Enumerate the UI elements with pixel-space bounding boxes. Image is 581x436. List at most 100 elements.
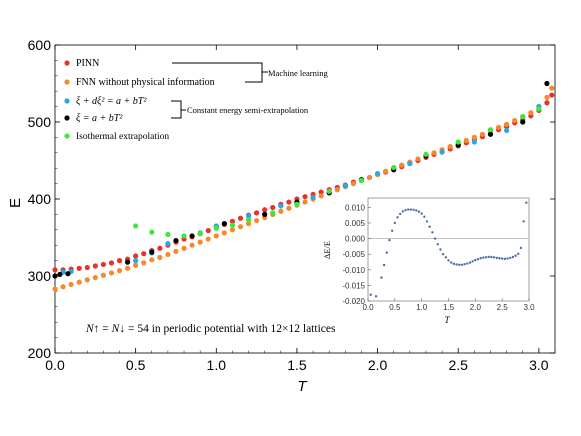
group-label-machine-learning: Machine learning (268, 68, 328, 78)
inset-x-tick-label-1: 0.5 (389, 303, 401, 312)
inset-ticks (367, 207, 530, 302)
data-point (149, 257, 155, 263)
data-point (165, 241, 171, 247)
data-point (76, 265, 82, 271)
data-point (141, 260, 147, 266)
inset-x-tick-label-3: 1.5 (443, 303, 455, 312)
inset-frame (367, 197, 530, 302)
data-point (84, 277, 90, 283)
data-point (116, 268, 123, 274)
data-point (197, 231, 203, 237)
inset-data-point (511, 255, 515, 259)
inset-data-point (476, 257, 480, 261)
inset-data-point (382, 263, 386, 267)
data-point (423, 151, 429, 157)
x-tick-label-2: 1.0 (207, 357, 227, 373)
data-point (407, 160, 413, 167)
inset-y-axis-title: ΔE/E (322, 241, 332, 259)
data-point (278, 203, 284, 209)
inset-data-point (412, 208, 415, 212)
data-point (205, 236, 211, 242)
inset-data-point (396, 216, 399, 219)
inset-y-tick-label-3: -0.005 (342, 250, 365, 259)
data-point (479, 131, 486, 137)
data-point (431, 150, 437, 156)
inset-x-tick-label-2: 1.0 (416, 303, 428, 312)
inset-x-tick-label-4: 2.0 (470, 303, 482, 312)
inset-y-tick-label-2: -0.010 (342, 266, 365, 275)
inset-data-point (503, 257, 507, 261)
inset-data-point (500, 257, 504, 260)
inset-data-point (431, 231, 434, 234)
data-point (65, 271, 71, 277)
bracket-machine-learning (172, 62, 268, 83)
inset-data-point (458, 263, 461, 266)
inset-tick-labels: 0.0 0.5 1.0 1.5 2.0 2.5 3.0 -0.020 -0.015 -0.010 -… (342, 203, 535, 312)
inset-data-point (517, 252, 520, 256)
data-point (181, 233, 187, 239)
main-ticks (54, 44, 556, 354)
data-point (68, 281, 74, 288)
data-point (544, 100, 550, 106)
inset-data-point (514, 254, 517, 257)
data-point (374, 170, 381, 177)
inset-data-point (417, 210, 421, 213)
y-tick-label-3: 500 (28, 114, 52, 130)
data-point (52, 267, 58, 273)
main-points (52, 80, 555, 292)
data-point (245, 217, 252, 223)
data-point (92, 274, 98, 281)
inset-data-point (374, 295, 378, 298)
data-point (141, 251, 147, 257)
data-point (237, 215, 244, 221)
data-point (302, 199, 308, 205)
bracket-constant-energy (171, 100, 186, 119)
data-point (487, 131, 494, 137)
data-point (262, 207, 268, 213)
inset-data-point (474, 258, 477, 262)
data-point (52, 273, 58, 279)
y-tick-label-4: 600 (28, 37, 52, 53)
inset-data-point (492, 256, 496, 259)
data-point (326, 188, 332, 194)
inset-data-point (436, 242, 439, 246)
y-tick-label-1: 300 (28, 268, 52, 284)
data-point (495, 124, 502, 130)
data-point (213, 225, 219, 231)
legend-marker-linear-fit (64, 115, 70, 121)
data-point (294, 201, 300, 207)
data-point (245, 221, 252, 227)
inset-data-point (479, 257, 482, 260)
x-tick-label-4: 2.0 (368, 357, 388, 373)
inset-data-point (471, 260, 474, 263)
data-point (124, 265, 131, 271)
data-point (463, 137, 469, 144)
x-tick-label-6: 3.0 (529, 357, 549, 373)
inset-data-point (439, 248, 442, 251)
data-point (237, 224, 244, 230)
inset-data-point (466, 262, 469, 265)
annotation: N↑ = N↓ = 54 in periodic potential with … (85, 323, 336, 335)
inset-y-tick-label-1: -0.015 (342, 281, 365, 290)
data-point (286, 199, 292, 205)
inset-data-point (495, 256, 498, 260)
series-isothermal-extrapolation (133, 106, 542, 239)
data-point (133, 258, 139, 264)
inset-data-point (388, 238, 391, 242)
inset-data-point (455, 263, 458, 266)
data-point (173, 248, 179, 254)
inset-data-point (506, 257, 509, 260)
data-point (334, 187, 340, 193)
inset-data-point (447, 259, 450, 262)
legend-label-quadratic-fit: ξ + dξ² = a + bT² (76, 96, 147, 107)
inset-y-tick-label-4: 0.000 (345, 235, 366, 244)
inset-data-point (369, 293, 372, 296)
x-axis-title: T (297, 378, 308, 395)
legend-label-isothermal: Isothermal extrapolation (76, 132, 169, 142)
inset-data-point (487, 255, 490, 259)
data-point (342, 183, 348, 189)
data-point (221, 221, 227, 227)
data-point (350, 181, 356, 187)
inset-data-point (423, 215, 426, 218)
